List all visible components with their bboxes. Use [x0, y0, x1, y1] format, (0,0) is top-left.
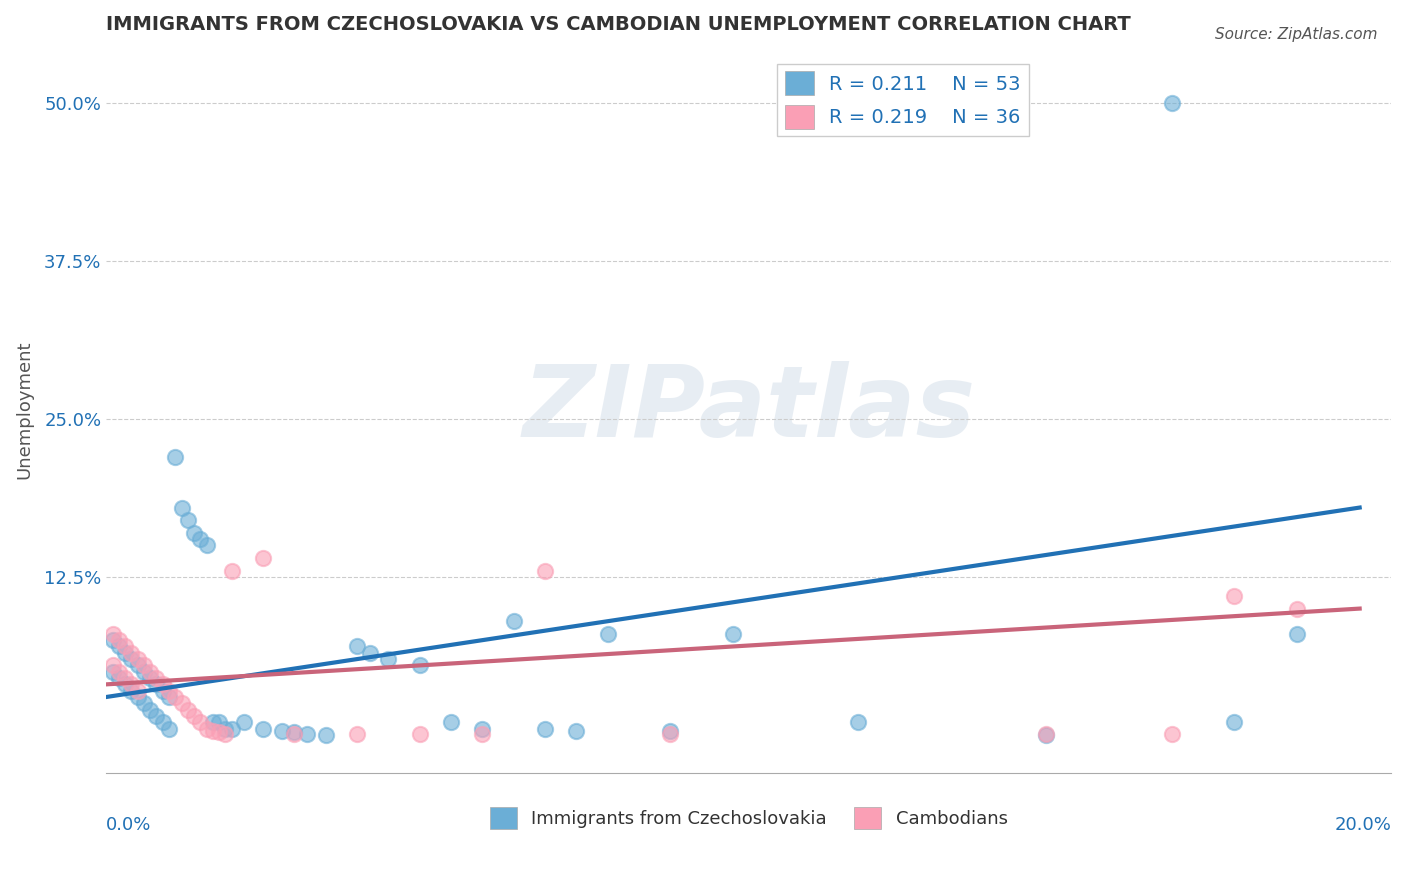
Point	[408, 726, 430, 740]
Point	[346, 726, 368, 740]
Point	[145, 677, 167, 691]
Point	[659, 726, 682, 740]
Point	[283, 725, 305, 739]
Point	[101, 627, 124, 641]
Point	[114, 677, 136, 691]
Point	[596, 627, 619, 641]
Point	[127, 690, 149, 704]
Point	[359, 646, 381, 660]
Point	[1223, 715, 1246, 730]
Point	[315, 728, 337, 742]
Point	[152, 683, 174, 698]
Point	[152, 677, 174, 691]
Point	[659, 724, 682, 739]
Text: 0.0%: 0.0%	[107, 816, 152, 834]
Point	[195, 538, 218, 552]
Point	[120, 646, 142, 660]
Point	[183, 525, 205, 540]
Point	[534, 722, 557, 736]
Point	[214, 726, 236, 740]
Point	[208, 725, 231, 739]
Point	[195, 722, 218, 736]
Point	[221, 722, 243, 736]
Point	[108, 665, 131, 679]
Point	[201, 715, 224, 730]
Point	[233, 715, 256, 730]
Point	[165, 450, 187, 464]
Point	[132, 696, 155, 710]
Point	[145, 671, 167, 685]
Point	[346, 640, 368, 654]
Point	[165, 690, 187, 704]
Point	[1035, 728, 1057, 742]
Point	[188, 715, 211, 730]
Point	[139, 665, 162, 679]
Point	[177, 513, 200, 527]
Point	[270, 724, 292, 739]
Point	[127, 658, 149, 673]
Point	[283, 726, 305, 740]
Point	[101, 658, 124, 673]
Point	[221, 564, 243, 578]
Point	[201, 724, 224, 739]
Point	[127, 683, 149, 698]
Point	[377, 652, 399, 666]
Point	[139, 703, 162, 717]
Point	[565, 724, 588, 739]
Point	[214, 722, 236, 736]
Point	[132, 665, 155, 679]
Point	[471, 726, 494, 740]
Point	[152, 715, 174, 730]
Point	[114, 671, 136, 685]
Point	[721, 627, 744, 641]
Point	[132, 658, 155, 673]
Point	[120, 677, 142, 691]
Point	[440, 715, 463, 730]
Point	[157, 683, 180, 698]
Point	[252, 722, 274, 736]
Point	[108, 640, 131, 654]
Point	[170, 500, 193, 515]
Point	[114, 640, 136, 654]
Point	[502, 614, 524, 628]
Text: ZIPatlas: ZIPatlas	[522, 361, 976, 458]
Legend: Immigrants from Czechoslovakia, Cambodians: Immigrants from Czechoslovakia, Cambodia…	[482, 800, 1015, 837]
Point	[846, 715, 869, 730]
Point	[1223, 589, 1246, 603]
Point	[188, 532, 211, 546]
Point	[127, 652, 149, 666]
Point	[471, 722, 494, 736]
Point	[1285, 627, 1308, 641]
Point	[295, 726, 318, 740]
Point	[1160, 96, 1182, 111]
Text: 20.0%: 20.0%	[1334, 816, 1391, 834]
Point	[101, 665, 124, 679]
Point	[157, 722, 180, 736]
Point	[120, 652, 142, 666]
Y-axis label: Unemployment: Unemployment	[15, 341, 32, 479]
Point	[1285, 601, 1308, 615]
Point	[114, 646, 136, 660]
Point	[408, 658, 430, 673]
Text: Source: ZipAtlas.com: Source: ZipAtlas.com	[1215, 27, 1378, 42]
Point	[170, 696, 193, 710]
Point	[108, 633, 131, 648]
Point	[177, 703, 200, 717]
Point	[108, 671, 131, 685]
Point	[1035, 726, 1057, 740]
Point	[139, 671, 162, 685]
Text: IMMIGRANTS FROM CZECHOSLOVAKIA VS CAMBODIAN UNEMPLOYMENT CORRELATION CHART: IMMIGRANTS FROM CZECHOSLOVAKIA VS CAMBOD…	[107, 15, 1130, 34]
Point	[101, 633, 124, 648]
Point	[145, 709, 167, 723]
Point	[208, 715, 231, 730]
Point	[120, 683, 142, 698]
Point	[157, 690, 180, 704]
Point	[1160, 726, 1182, 740]
Point	[183, 709, 205, 723]
Point	[252, 551, 274, 566]
Point	[534, 564, 557, 578]
